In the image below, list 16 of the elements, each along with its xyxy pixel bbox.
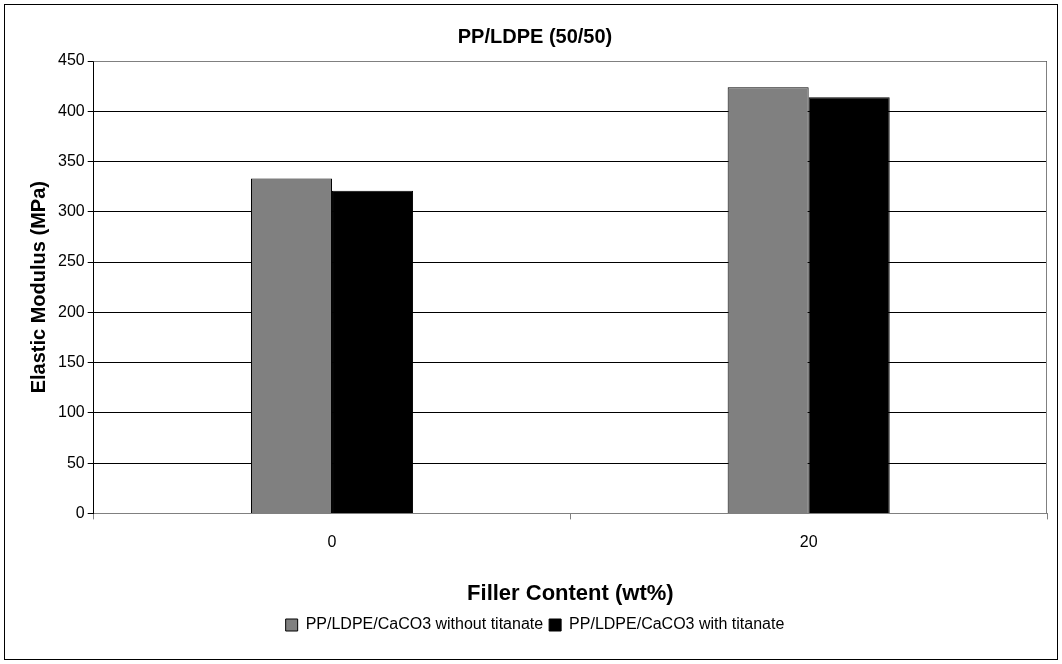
legend-label: PP/LDPE/CaCO3 with titanate: [569, 615, 785, 633]
y-tick-label: 100: [57, 403, 85, 421]
y-tick-label: 450: [57, 51, 85, 69]
y-tick-label: 300: [57, 202, 85, 220]
legend-label: PP/LDPE/CaCO3 without titanate: [305, 615, 544, 633]
y-tick-label: 400: [57, 101, 85, 119]
y-tick-label: 50: [66, 453, 85, 471]
y-tick-label: 250: [57, 252, 85, 270]
y-tick-label: 0: [75, 503, 85, 521]
y-axis-title: Elastic Modulus (MPa): [26, 181, 49, 394]
y-tick-label: 150: [57, 353, 85, 371]
x-tick-label: 20: [799, 533, 818, 551]
y-tick-label: 350: [57, 151, 85, 169]
y-tick-label: 200: [57, 302, 85, 320]
x-axis-title: Filler Content (wt%): [467, 579, 674, 605]
chart-title: PP/LDPE (50/50): [457, 24, 613, 47]
